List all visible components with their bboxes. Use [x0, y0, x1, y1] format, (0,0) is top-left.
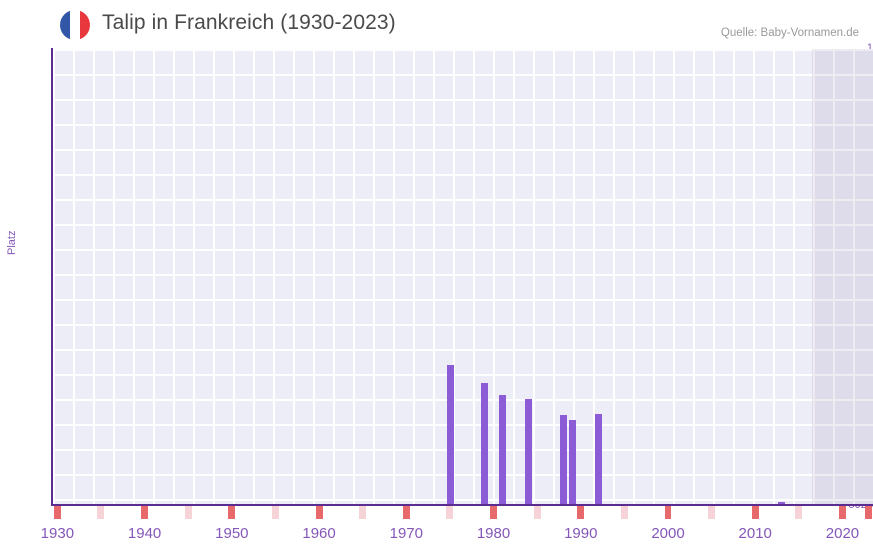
x-tick-marker-half-decade — [359, 506, 367, 519]
x-tick-marker-edge — [865, 506, 873, 519]
x-tick-marker-decade — [664, 506, 672, 519]
x-tick-marker-half-decade — [97, 506, 105, 519]
bar[interactable] — [525, 398, 533, 504]
x-axis-tick-label: 1980 — [476, 525, 511, 542]
x-axis-tick-label: 2010 — [738, 525, 772, 542]
x-tick-marker-decade — [577, 506, 585, 519]
y-axis-tick-top: 1 — [866, 42, 873, 54]
x-tick-marker-half-decade — [271, 506, 279, 519]
x-tick-marker-half-decade — [620, 506, 628, 519]
x-tick-marker-decade — [402, 506, 410, 519]
x-axis-line — [51, 504, 873, 506]
bar[interactable] — [446, 364, 454, 504]
x-tick-marker-decade — [315, 506, 323, 519]
shaded-recent-region — [811, 49, 873, 504]
x-tick-marker-half-decade — [446, 506, 454, 519]
flag-stripe-blue — [60, 10, 70, 40]
x-axis-tick-label: 1970 — [389, 525, 423, 542]
y-axis-line — [51, 48, 53, 506]
x-axis-tick-label: 2020 — [825, 525, 860, 542]
chart-title: Talip in Frankreich (1930-2023) — [102, 11, 396, 34]
bar[interactable] — [568, 419, 576, 504]
plot-area — [53, 49, 873, 504]
flag-stripe-white — [69, 10, 80, 40]
x-tick-marker-half-decade — [795, 506, 803, 519]
bar[interactable] — [498, 395, 506, 504]
y-axis-title: Platz — [6, 230, 18, 255]
bar[interactable] — [560, 414, 567, 504]
chart-header: Talip in Frankreich (1930-2023) Quelle: … — [0, 0, 873, 44]
source-credit: Quelle: Baby-Vornamen.de — [720, 27, 859, 39]
x-tick-marker-half-decade — [184, 506, 192, 519]
bar[interactable] — [594, 414, 602, 504]
x-tick-marker-half-decade — [533, 506, 541, 519]
x-tick-marker-edge — [53, 506, 61, 519]
x-axis-tick-label: 2000 — [651, 525, 685, 542]
x-axis-tick-label: 1940 — [127, 525, 162, 542]
france-flag-icon — [60, 10, 90, 40]
x-tick-marker-half-decade — [708, 506, 716, 519]
x-axis-tick-label: 1950 — [215, 525, 249, 542]
x-tick-marker-decade — [141, 506, 149, 519]
bar[interactable] — [778, 502, 786, 504]
x-axis-tick-label: 1990 — [564, 525, 598, 542]
x-tick-marker-decade — [490, 506, 497, 519]
x-tick-marker-decade — [838, 506, 846, 519]
x-tick-marker-decade — [751, 506, 759, 519]
gridlines — [53, 49, 873, 504]
flag-stripe-red — [79, 10, 90, 40]
bar[interactable] — [481, 382, 489, 504]
x-tick-marker-decade — [228, 506, 236, 519]
x-axis-tick-label: 1930 — [40, 525, 75, 542]
x-axis-tick-label: 1960 — [302, 525, 336, 542]
